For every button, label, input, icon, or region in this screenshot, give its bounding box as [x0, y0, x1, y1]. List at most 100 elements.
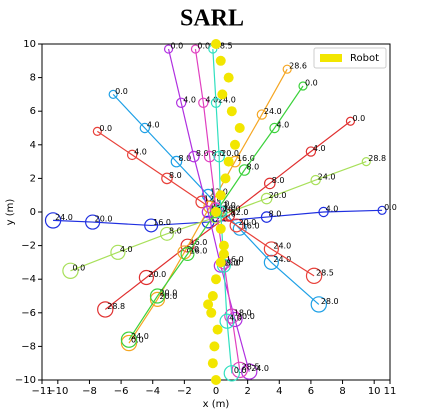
time-label: 16.0 [190, 247, 208, 256]
time-label: 24.0 [218, 95, 236, 104]
time-label: 24.0 [264, 107, 282, 116]
time-label: 8.0 [226, 258, 239, 267]
time-label: 28.5 [316, 268, 334, 277]
robot-position [234, 123, 245, 133]
human-trajectory [97, 130, 315, 277]
human-position [318, 206, 329, 218]
robot-position [211, 39, 221, 49]
time-label: 28.8 [368, 154, 386, 163]
robot-position [218, 240, 229, 251]
y-axis-label: y (m) [5, 199, 16, 226]
x-tick-label: 11 [384, 386, 397, 397]
time-label: 0.0 [384, 203, 397, 212]
time-label: 12.0 [218, 205, 236, 214]
human-trajectory [112, 93, 320, 305]
human-position [210, 97, 222, 109]
human-position [110, 244, 126, 260]
robot-position [211, 274, 221, 285]
x-tick-label: −6 [114, 386, 129, 397]
x-tick-label: 2 [244, 386, 250, 397]
human-position [231, 361, 248, 379]
human-position [159, 226, 174, 241]
chart-title: SARL [180, 6, 244, 32]
time-label: 20.0 [221, 149, 239, 158]
time-label: 8.0 [169, 226, 182, 235]
legend-box [313, 47, 387, 69]
robot-position [229, 139, 240, 150]
time-label: 16.0 [223, 258, 241, 267]
x-tick-label: −10 [47, 386, 68, 397]
human-position [108, 89, 118, 100]
time-label: 0.0 [352, 114, 365, 123]
x-axis-label: x (m) [203, 399, 230, 410]
time-label: 12.0 [231, 208, 249, 217]
time-label: 12.0 [218, 210, 236, 219]
time-label: 0.0 [197, 42, 210, 51]
human-position [97, 301, 114, 318]
human-position [126, 149, 138, 161]
human-position [163, 44, 174, 54]
robot-position [215, 257, 226, 268]
human-position [92, 126, 102, 136]
time-label: 24.0 [251, 364, 269, 373]
time-label: 4.0 [147, 121, 160, 130]
human-trajectory [70, 161, 367, 272]
robot-position [215, 223, 226, 234]
x-tick-label: −2 [177, 386, 192, 397]
time-label: 8.0 [178, 154, 191, 163]
time-label: 4.0 [205, 95, 218, 104]
time-label: 8.0 [272, 176, 285, 185]
human-position [229, 218, 244, 233]
time-label: 28.6 [289, 62, 307, 71]
human-position [85, 214, 101, 230]
human-position [170, 155, 183, 168]
robot-position [207, 291, 218, 301]
time-label: 8.0 [169, 171, 182, 180]
robot-position [223, 72, 234, 83]
human-position [263, 177, 276, 190]
human-position [139, 122, 151, 134]
human-position [256, 109, 268, 120]
human-position [62, 262, 79, 279]
time-label: 12.0 [218, 201, 236, 210]
human-trajectory [104, 120, 351, 310]
robot-position [211, 375, 221, 385]
time-label: 12.0 [210, 215, 228, 224]
human-position [120, 334, 138, 352]
time-label: 8.0 [269, 210, 282, 219]
human-position [260, 192, 273, 205]
time-label: 20.0 [159, 292, 177, 301]
human-position [138, 269, 154, 286]
time-label: 4.0 [120, 245, 133, 254]
x-tick-label: −8 [82, 386, 97, 397]
human-trajectory [167, 48, 250, 372]
human-position [269, 122, 280, 134]
human-position [203, 150, 216, 163]
human-position [263, 241, 279, 257]
time-label: 4.0 [277, 121, 290, 130]
human-position [188, 150, 200, 163]
human-position [298, 81, 308, 91]
human-trajectory [53, 209, 383, 227]
human-position [144, 218, 159, 233]
time-label: 24.0 [55, 213, 73, 222]
time-label: 8.0 [212, 149, 225, 158]
human-position [223, 365, 241, 382]
robot-position [209, 341, 220, 352]
human-position [232, 221, 247, 236]
x-tick-label: 4 [276, 386, 282, 397]
robot-position [220, 173, 231, 184]
time-label: 20.0 [237, 312, 255, 321]
time-label: 16.0 [226, 255, 244, 264]
time-label: 0.0 [72, 263, 85, 272]
time-label: 20.0 [95, 215, 113, 224]
human-position [282, 64, 292, 74]
x-tick-label: −4 [145, 386, 160, 397]
human-position [222, 208, 236, 222]
time-label: 28.5 [215, 42, 233, 51]
time-label: 20.0 [239, 218, 257, 227]
human-position [190, 44, 201, 54]
time-label: 4.0 [326, 205, 339, 214]
time-label: 20.0 [159, 289, 177, 298]
time-label: 16.0 [190, 238, 208, 247]
